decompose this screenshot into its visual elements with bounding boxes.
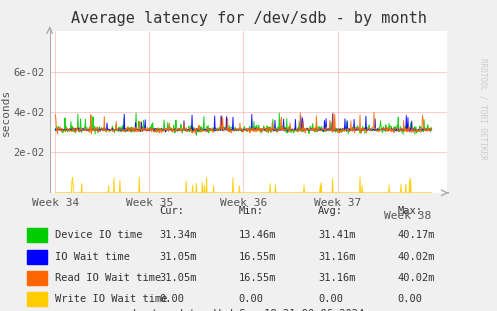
Text: Max:: Max: (398, 206, 422, 216)
Bar (27, 249, 47, 264)
Text: IO Wait time: IO Wait time (55, 252, 130, 262)
Text: 40.02m: 40.02m (398, 252, 435, 262)
Text: 0.00: 0.00 (159, 294, 184, 304)
Text: 0.00: 0.00 (318, 294, 343, 304)
Text: 31.16m: 31.16m (318, 252, 355, 262)
Text: 16.55m: 16.55m (239, 252, 276, 262)
Text: Cur:: Cur: (159, 206, 184, 216)
Text: 0.00: 0.00 (239, 294, 263, 304)
Bar (27, 271, 47, 285)
Text: 31.41m: 31.41m (318, 230, 355, 240)
Y-axis label: seconds: seconds (1, 88, 11, 136)
Text: 16.55m: 16.55m (239, 273, 276, 283)
Text: 31.05m: 31.05m (159, 252, 196, 262)
Text: RRDTOOL / TOBI OETIKER: RRDTOOL / TOBI OETIKER (478, 58, 487, 160)
Text: Avg:: Avg: (318, 206, 343, 216)
Text: Min:: Min: (239, 206, 263, 216)
Bar (27, 228, 47, 243)
Text: 31.16m: 31.16m (318, 273, 355, 283)
Text: Device IO time: Device IO time (55, 230, 142, 240)
Bar (27, 292, 47, 306)
Text: 40.02m: 40.02m (398, 273, 435, 283)
Text: 31.34m: 31.34m (159, 230, 196, 240)
Text: 13.46m: 13.46m (239, 230, 276, 240)
Text: Last update: Wed Sep 18 21:00:06 2024: Last update: Wed Sep 18 21:00:06 2024 (133, 309, 364, 311)
Text: Read IO Wait time: Read IO Wait time (55, 273, 161, 283)
Text: Week 38: Week 38 (384, 211, 431, 221)
Text: 31.05m: 31.05m (159, 273, 196, 283)
Text: Write IO Wait time: Write IO Wait time (55, 294, 167, 304)
Text: 40.17m: 40.17m (398, 230, 435, 240)
Title: Average latency for /dev/sdb - by month: Average latency for /dev/sdb - by month (71, 11, 426, 26)
Text: 0.00: 0.00 (398, 294, 422, 304)
